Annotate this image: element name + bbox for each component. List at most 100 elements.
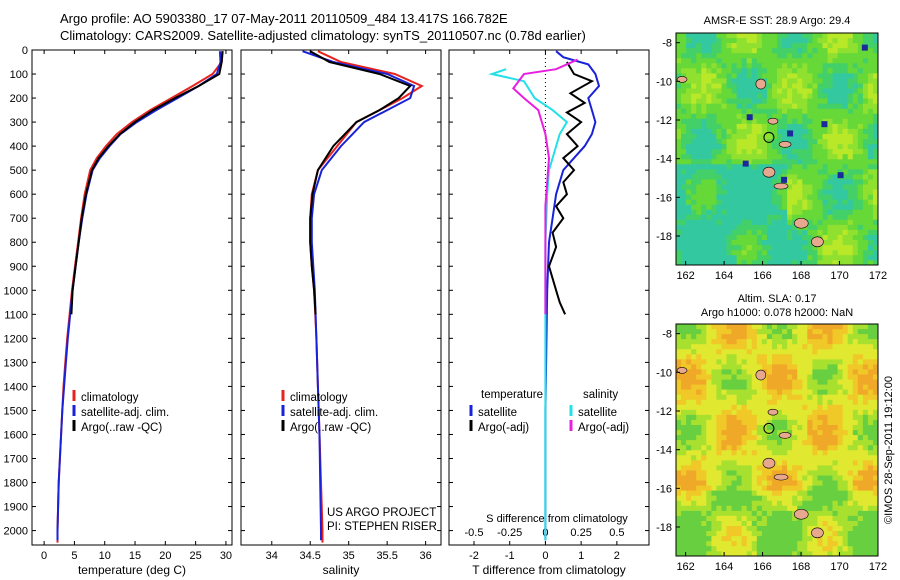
map-cell (711, 174, 718, 181)
map-cell (873, 139, 878, 145)
map-cell (721, 339, 728, 345)
map-cell (766, 531, 773, 537)
map-cell (756, 209, 763, 216)
map-cell (741, 324, 748, 330)
map-cell (772, 369, 778, 376)
map-cell (837, 68, 844, 74)
map-cell (691, 404, 697, 411)
map-cell (842, 103, 849, 110)
map-cell (852, 53, 859, 59)
map-cell (686, 404, 692, 411)
map-cell (721, 369, 728, 376)
map-cell (726, 98, 733, 105)
map-cell (716, 536, 723, 542)
map-cell (706, 339, 712, 345)
map-cell (726, 515, 733, 522)
map-cell (686, 149, 692, 155)
map-cell (716, 68, 723, 74)
map-cell (736, 445, 743, 451)
map-cell (726, 179, 733, 186)
map-cell (766, 224, 773, 231)
map-y-tick-label: -8 (662, 38, 672, 50)
map-cell (691, 128, 697, 135)
map-cell (873, 38, 878, 44)
map-cell (721, 505, 728, 512)
map-cell (721, 445, 728, 451)
map-cell (691, 73, 697, 80)
map-cell (862, 214, 869, 221)
map-cell (686, 354, 692, 360)
map-cell (857, 389, 864, 396)
map-cell (782, 134, 788, 140)
map-cell (676, 440, 682, 446)
map-cell (857, 224, 864, 231)
map-cell (736, 169, 743, 175)
map-cell (696, 526, 702, 532)
map-cell (847, 531, 854, 537)
map-cell (847, 374, 854, 381)
map-cell (837, 134, 844, 140)
map-cell (741, 536, 748, 542)
map-cell (751, 364, 758, 371)
map-cell (832, 505, 839, 512)
map-cell (746, 394, 753, 401)
map-cell (711, 134, 718, 140)
map-cell (777, 324, 783, 330)
map-cell (696, 475, 702, 482)
map-cell (822, 419, 829, 426)
map-cell (827, 394, 834, 401)
map-cell (817, 113, 824, 120)
x-tick-label: 35.5 (376, 550, 397, 562)
y-tick-label: 1300 (4, 357, 28, 369)
map-cell (797, 154, 803, 160)
map-cell (852, 98, 859, 105)
map-cell (807, 250, 813, 256)
map-cell (807, 255, 813, 261)
map-cell (711, 521, 718, 527)
map-cell (832, 224, 839, 231)
map-cell (822, 260, 829, 265)
map-cell (873, 389, 878, 396)
map-cell (837, 460, 844, 467)
map-cell (797, 118, 803, 125)
map-cell (802, 118, 808, 125)
map-cell (782, 229, 788, 236)
map-cell (721, 63, 728, 69)
map-cell (711, 510, 718, 517)
map-cell (817, 495, 824, 502)
map-cell (751, 224, 758, 231)
map-cell (797, 68, 803, 74)
map-cell (721, 255, 728, 261)
map-cell (751, 490, 758, 497)
map-cell (802, 450, 808, 456)
map-cell (721, 68, 728, 74)
map-cell (862, 250, 869, 256)
map-cell (711, 189, 718, 196)
map-cell (681, 169, 687, 175)
map-cell (731, 189, 738, 196)
map-cell (837, 179, 844, 186)
map-cell (706, 515, 712, 522)
map-cell (837, 349, 844, 355)
map-cell (756, 149, 763, 155)
map-cell (807, 73, 813, 80)
map-cell (691, 389, 697, 396)
map-cell (862, 113, 869, 120)
map-cell (701, 144, 707, 150)
map-cell (741, 250, 748, 256)
map-cell (711, 184, 718, 191)
map-cell (827, 260, 834, 265)
map-cell (766, 78, 773, 85)
map-cell (807, 103, 813, 110)
map-cell (711, 435, 718, 441)
map-cell (862, 199, 869, 206)
map-cell (676, 536, 682, 542)
map-cell (751, 204, 758, 211)
map-cell (847, 144, 854, 150)
map-cell (741, 359, 748, 366)
map-cell (802, 194, 808, 201)
map-cell (847, 541, 854, 547)
map-cell (761, 526, 768, 532)
map-cell (857, 521, 864, 527)
map-cell (812, 430, 819, 436)
